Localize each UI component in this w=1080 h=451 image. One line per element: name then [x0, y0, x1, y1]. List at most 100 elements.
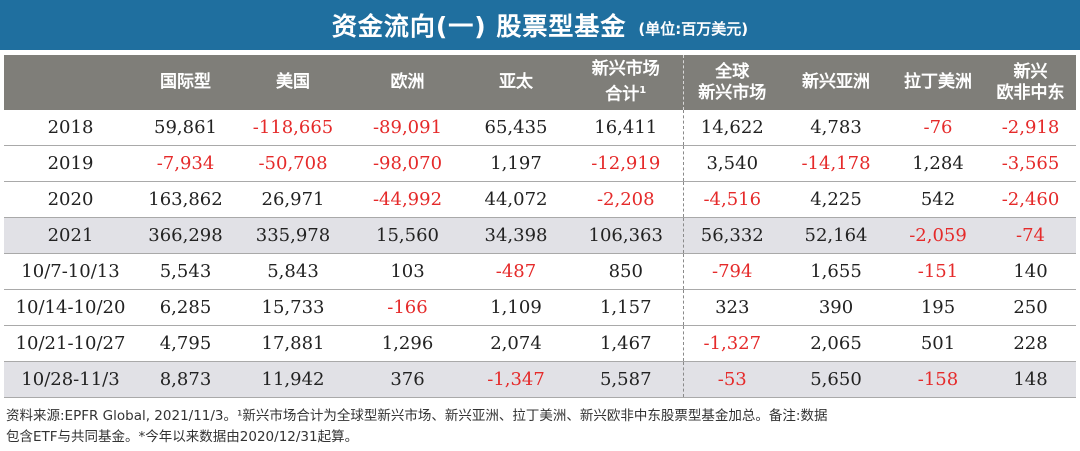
table-cell: 15,560	[352, 217, 463, 254]
header-line-1: 亚太	[499, 72, 533, 92]
header-cell-9: 新兴 欧非中东	[985, 55, 1076, 110]
header-row: 国际型 美国 欧洲 亚太 新兴市场 合计1 全球 新兴市场 新兴亚洲 拉丁美洲 新兴 欧非中东	[4, 55, 1076, 110]
row-label: 10/7-10/13	[4, 253, 137, 290]
table-cell: 1,467	[569, 325, 684, 362]
footnote: 资料来源:EPFR Global, 2021/11/3。¹新兴市场合计为全球型新…	[6, 406, 1076, 448]
table-cell: 376	[352, 361, 463, 398]
table-cell: 6,285	[137, 289, 234, 326]
table-cell: -89,091	[352, 110, 463, 146]
table-cell: -1,347	[463, 361, 569, 398]
table-cell: -2,460	[985, 181, 1076, 218]
row-label: 10/28-11/3	[4, 361, 137, 398]
table-cell: 4,783	[781, 110, 891, 146]
table-cell: 323	[683, 289, 781, 326]
table-cell: 5,587	[569, 361, 684, 398]
table-row: 10/28-11/3 8,873 11,942 376 -1,347 5,587 -53 5,…	[4, 361, 1076, 398]
table-cell: 3,540	[683, 145, 781, 182]
table-cell: -794	[683, 253, 781, 290]
header-line-1: 美国	[276, 72, 310, 92]
header-cell-3: 欧洲	[352, 55, 463, 110]
table-cell: 195	[891, 289, 985, 326]
table-cell: 542	[891, 181, 985, 218]
table-cell: -98,070	[352, 145, 463, 182]
table-cell: 103	[352, 253, 463, 290]
table-cell: 1,157	[569, 289, 684, 326]
table-cell: 163,862	[137, 181, 234, 218]
table-cell: -151	[891, 253, 985, 290]
row-label: 2020	[4, 181, 137, 218]
table-cell: 14,622	[683, 110, 781, 146]
table-row: 2021 366,298 335,978 15,560 34,398 106,363 56,…	[4, 217, 1076, 254]
table-body: 2018 59,861 -118,665 -89,091 65,435 16,411 14,…	[4, 110, 1076, 398]
table-cell: -4,516	[683, 181, 781, 218]
table-cell: 4,225	[781, 181, 891, 218]
table-cell: 2,074	[463, 325, 569, 362]
table-row: 2020 163,862 26,971 -44,992 44,072 -2,208 -4,5…	[4, 181, 1076, 218]
table-cell: 1,197	[463, 145, 569, 182]
table-cell: 15,733	[234, 289, 352, 326]
header-cell-6: 全球 新兴市场	[683, 55, 781, 110]
table-cell: -53	[683, 361, 781, 398]
header-cell-2: 美国	[234, 55, 352, 110]
header-line-1: 欧洲	[390, 72, 425, 92]
header-line-1: 全球	[715, 61, 750, 82]
table-cell: 366,298	[137, 217, 234, 254]
table-cell: 11,942	[234, 361, 352, 398]
table-unit: (单位:百万美元)	[638, 19, 749, 38]
fund-flow-table: 国际型 美国 欧洲 亚太 新兴市场 合计1 全球 新兴市场 新兴亚洲 拉丁美洲 新兴 欧非中东 201…	[4, 55, 1076, 398]
table-cell: -76	[891, 110, 985, 146]
table-cell: 16,411	[569, 110, 684, 146]
footnote-line-2: 包含ETF与共同基金。*今年以来数据由2020/12/31起算。	[6, 429, 359, 445]
table-row: 10/21-10/27 4,795 17,881 1,296 2,074 1,467 -1,…	[4, 325, 1076, 362]
table-cell: 228	[985, 325, 1076, 362]
header-line-2: 欧非中东	[985, 83, 1076, 104]
table-cell: -7,934	[137, 145, 234, 182]
row-label: 10/14-10/20	[4, 289, 137, 326]
header-line-1: 新兴	[1013, 61, 1048, 82]
table-cell: 148	[985, 361, 1076, 398]
table-cell: 5,650	[781, 361, 891, 398]
header-cell-5: 新兴市场 合计1	[569, 55, 684, 110]
header-line-1: 新兴亚洲	[802, 72, 870, 92]
table-cell: -50,708	[234, 145, 352, 182]
table-cell: 8,873	[137, 361, 234, 398]
table-cell: 140	[985, 253, 1076, 290]
header-cell-1: 国际型	[137, 55, 234, 110]
table-cell: 390	[781, 289, 891, 326]
table-cell: 1,284	[891, 145, 985, 182]
header-line-1: 国际型	[160, 72, 211, 92]
table-cell: -14,178	[781, 145, 891, 182]
table-cell: -118,665	[234, 110, 352, 146]
row-label: 2019	[4, 145, 137, 182]
row-label: 10/21-10/27	[4, 325, 137, 362]
header-line-2-text: 欧非中东	[996, 82, 1065, 103]
table-cell: 56,332	[683, 217, 781, 254]
table-title: 资金流向(一) 股票型基金	[331, 12, 627, 41]
table-row: 10/7-10/13 5,543 5,843 103 -487 850 -794 1,655-…	[4, 253, 1076, 290]
table-row: 2018 59,861 -118,665 -89,091 65,435 16,411 14,…	[4, 110, 1076, 146]
table-cell: -166	[352, 289, 463, 326]
table-cell: -12,919	[569, 145, 684, 182]
header-line-2-text: 新兴市场	[698, 82, 767, 103]
table-cell: -2,059	[891, 217, 985, 254]
table-cell: 1,296	[352, 325, 463, 362]
row-label: 2018	[4, 110, 137, 146]
table-row: 10/14-10/20 6,285 15,733 -166 1,109 1,157 323 3…	[4, 289, 1076, 326]
header-line-2: 合计1	[569, 80, 683, 106]
header-cell-4: 亚太	[463, 55, 569, 110]
table-cell: -1,327	[683, 325, 781, 362]
table-cell: 34,398	[463, 217, 569, 254]
table-cell: 17,881	[234, 325, 352, 362]
header-line-2: 新兴市场	[684, 83, 782, 104]
table-cell: 4,795	[137, 325, 234, 362]
table-cell: -158	[891, 361, 985, 398]
header-line-1: 拉丁美洲	[904, 72, 972, 92]
table-cell: 250	[985, 289, 1076, 326]
header-footnote-mark: 1	[639, 85, 647, 97]
table-cell: -2,208	[569, 181, 684, 218]
row-label: 2021	[4, 217, 137, 254]
table-cell: 52,164	[781, 217, 891, 254]
table-cell: 5,843	[234, 253, 352, 290]
footnote-line-1: 资料来源:EPFR Global, 2021/11/3。¹新兴市场合计为全球型新…	[6, 408, 828, 424]
table-row: 2019 -7,934 -50,708 -98,070 1,197 -12,919 3,54…	[4, 145, 1076, 182]
